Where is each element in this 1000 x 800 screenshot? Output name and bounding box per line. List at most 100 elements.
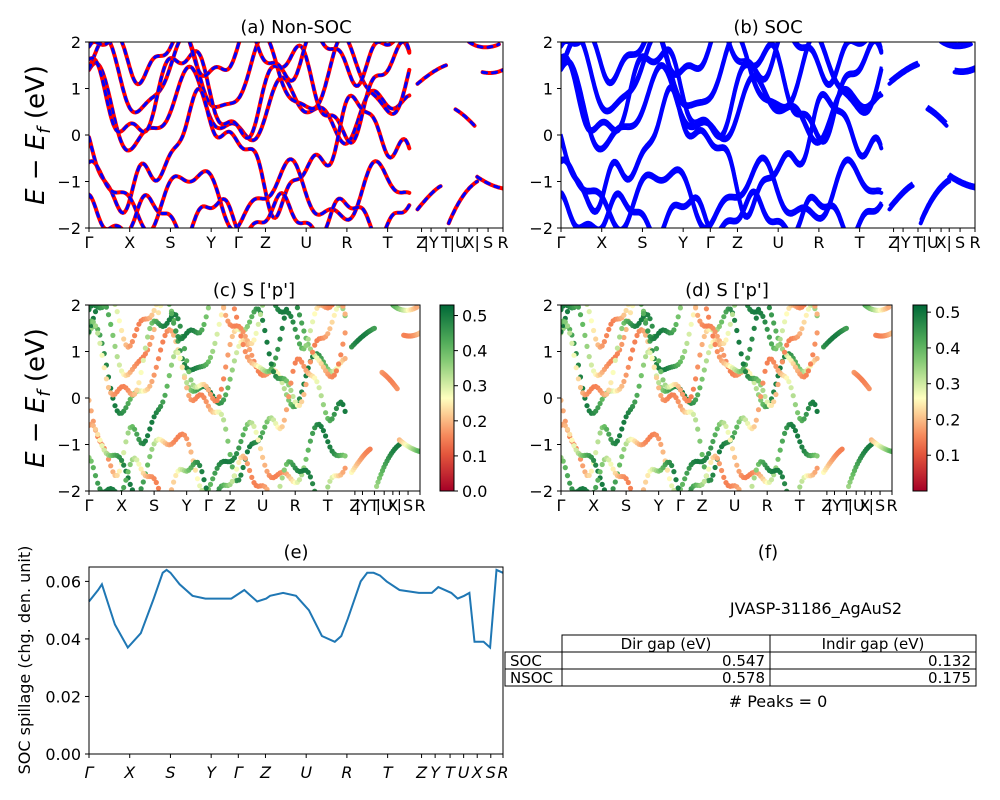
band-point <box>760 313 766 319</box>
band-point <box>281 386 287 392</box>
band-point <box>637 499 642 504</box>
band-point <box>786 379 792 385</box>
band-point <box>238 333 244 339</box>
band-point <box>564 473 571 479</box>
material-id: JVASP-31186_AgAuS2 <box>729 599 902 619</box>
xtick-label: U <box>300 763 312 782</box>
band-point <box>331 372 337 378</box>
band-point <box>593 336 599 342</box>
xtick-label: U <box>729 496 741 515</box>
band-point <box>775 456 781 462</box>
band-point <box>329 319 335 325</box>
band-point <box>593 484 599 491</box>
ylabel-row2-sub: f <box>34 388 55 397</box>
band-point <box>101 365 107 371</box>
band-point <box>290 368 296 374</box>
band-point <box>586 472 592 478</box>
band-line-3-0 <box>561 86 884 221</box>
band-point <box>727 306 733 312</box>
band-point <box>270 369 277 375</box>
xtick-label: Z <box>415 763 428 782</box>
band-point <box>108 296 113 301</box>
xtick-label: U <box>300 233 312 252</box>
band-point <box>755 407 762 413</box>
band-point <box>782 349 788 355</box>
band-point <box>647 350 653 356</box>
band-point <box>221 417 227 423</box>
band-point <box>166 373 172 379</box>
xtick-label: X <box>387 496 398 515</box>
band-point <box>283 378 290 384</box>
band-point <box>336 361 342 367</box>
band-point <box>643 320 649 326</box>
band-point <box>342 408 348 414</box>
band-point <box>292 360 298 366</box>
band-point <box>294 334 300 340</box>
band-point <box>160 497 165 502</box>
band-point <box>688 394 694 400</box>
xtick-label: Γ <box>557 233 566 252</box>
band-point <box>303 343 309 349</box>
band-point <box>619 454 625 460</box>
band-point <box>138 369 144 376</box>
band-point <box>238 472 244 478</box>
xtick-label: |Y <box>827 496 842 515</box>
xtick-label: Γ <box>85 763 95 782</box>
band-point <box>580 463 586 469</box>
band-point <box>108 463 114 469</box>
band-point <box>804 299 809 304</box>
band-point <box>886 305 892 310</box>
xtick-label: R <box>341 233 352 252</box>
band-line-7-1 <box>416 63 448 86</box>
band-point <box>638 305 644 307</box>
band-point <box>701 333 707 340</box>
band-point <box>367 446 373 452</box>
band-point <box>299 359 305 365</box>
colorbar-tick-label: 0.2 <box>462 412 487 431</box>
band-point <box>279 475 285 481</box>
band-point <box>90 465 96 471</box>
band-point <box>693 417 699 423</box>
band-point <box>173 312 179 318</box>
band-point <box>760 387 766 393</box>
band-point <box>627 485 634 491</box>
band-point <box>708 343 714 349</box>
band-point <box>675 485 681 491</box>
band-point <box>584 488 590 491</box>
band-point <box>320 402 326 408</box>
band-point <box>625 364 631 370</box>
band-point <box>262 327 268 334</box>
band-point <box>753 417 759 423</box>
band-point <box>784 488 790 491</box>
band-point <box>766 305 773 311</box>
band-line-10-0 <box>918 179 952 226</box>
band-point <box>561 408 566 414</box>
xtick-label: S <box>165 763 175 782</box>
band-line-13-0 <box>947 174 975 191</box>
band-point <box>582 298 587 303</box>
band-point <box>673 395 679 401</box>
band-point <box>140 357 146 363</box>
band-point <box>634 500 639 505</box>
band-point <box>151 372 157 378</box>
band-point <box>682 348 688 354</box>
band-point <box>223 426 229 432</box>
band-point <box>184 385 190 391</box>
band-point <box>597 430 603 436</box>
band-point <box>695 426 701 432</box>
band-point <box>281 417 287 423</box>
band-point <box>697 352 703 358</box>
band-point <box>264 339 270 345</box>
band-point <box>283 407 290 413</box>
band-point <box>89 408 94 414</box>
band-point <box>155 356 162 362</box>
band-point <box>210 476 216 482</box>
band-point <box>247 346 253 353</box>
band-point <box>153 364 159 370</box>
band-point <box>97 340 103 346</box>
band-point <box>207 354 214 361</box>
band-point <box>810 298 815 303</box>
xtick-label: Z <box>259 763 272 782</box>
ytick-label: 0.04 <box>45 630 81 649</box>
